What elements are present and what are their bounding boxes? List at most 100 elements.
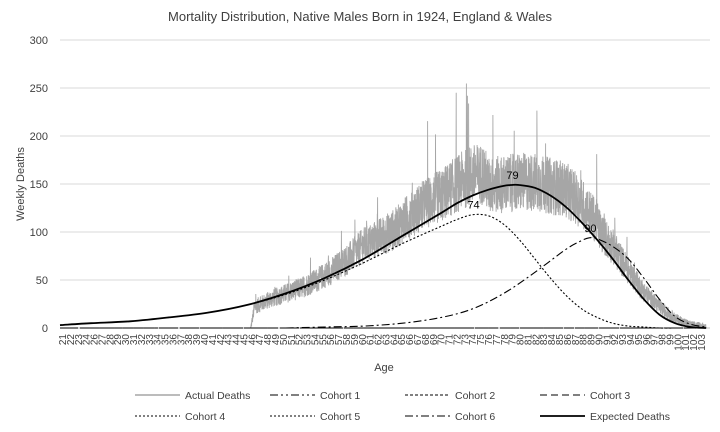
x-tick-label: 37 [176, 334, 187, 346]
x-tick-label: 97 [650, 334, 661, 346]
legend-label-cohort-4: Cohort 4 [185, 411, 225, 423]
x-tick-label: 61 [366, 334, 377, 346]
series-line-cohort-6 [285, 236, 707, 329]
x-tick-label: 98 [658, 334, 669, 346]
x-tick-label: 28 [105, 334, 116, 346]
x-tick-label: 72 [452, 334, 463, 346]
x-tick-label: 66 [405, 334, 416, 346]
x-tick-label: 70 [437, 334, 448, 346]
x-tick-label: 81 [523, 334, 534, 346]
x-tick-label: 80 [516, 334, 527, 346]
legend-label-expected-deaths: Expected Deaths [590, 411, 670, 423]
x-tick-label: 86 [563, 334, 574, 346]
chart-title: Mortality Distribution, Native Males Bor… [168, 9, 552, 24]
x-tick-label: 77 [492, 334, 503, 346]
x-tick-label: 30 [121, 334, 132, 346]
x-tick-label: 56 [326, 334, 337, 346]
x-tick-label: 24 [82, 334, 93, 346]
x-tick-label: 55 [318, 334, 329, 346]
y-tick-label: 300 [30, 35, 48, 47]
x-tick-label: 79 [508, 334, 519, 346]
x-tick-label: 83 [539, 334, 550, 346]
series-line-actual-deaths [250, 83, 707, 330]
y-axis-ticks: 0 50 100 150 200 250 300 [30, 35, 48, 335]
data-label: 79 [506, 170, 518, 182]
x-tick-label: 33 [145, 334, 156, 346]
x-tick-label: 96 [642, 334, 653, 346]
gridlines [60, 39, 710, 329]
x-tick-label: 100 [673, 334, 684, 351]
series-lines [59, 83, 707, 330]
x-tick-label: 103 [697, 334, 708, 351]
x-tick-label: 63 [381, 334, 392, 346]
x-tick-label: 84 [547, 334, 558, 346]
x-tick-label: 47 [255, 334, 266, 346]
y-tick-label: 150 [30, 179, 48, 191]
x-tick-label: 102 [689, 334, 700, 351]
legend-label-cohort-2: Cohort 2 [455, 390, 495, 402]
x-tick-label: 75 [476, 334, 487, 346]
x-tick-label: 71 [445, 334, 456, 346]
x-tick-label: 69 [429, 334, 440, 346]
x-tick-label: 35 [161, 334, 172, 346]
x-tick-label: 76 [484, 334, 495, 346]
x-tick-label: 65 [397, 334, 408, 346]
x-tick-label: 54 [310, 334, 321, 346]
legend-label-cohort-6: Cohort 6 [455, 411, 495, 423]
y-tick-label: 250 [30, 83, 48, 95]
x-tick-label: 78 [500, 334, 511, 346]
legend: Actual Deaths Cohort 1 Cohort 2 Cohort 3 Coh… [135, 390, 670, 423]
x-tick-label: 101 [681, 334, 692, 351]
x-tick-label: 92 [610, 334, 621, 346]
x-tick-label: 23 [74, 334, 85, 346]
x-tick-label: 93 [618, 334, 629, 346]
x-tick-label: 31 [129, 334, 140, 346]
x-tick-label: 32 [137, 334, 148, 346]
x-tick-label: 52 [295, 334, 306, 346]
y-tick-label: 0 [42, 323, 48, 335]
x-tick-label: 34 [153, 334, 164, 346]
x-tick-label: 64 [389, 334, 400, 346]
x-tick-label: 57 [334, 334, 345, 346]
x-tick-label: 62 [374, 334, 385, 346]
x-tick-label: 21 [58, 334, 69, 346]
y-tick-label: 50 [36, 275, 48, 287]
x-tick-label: 27 [97, 334, 108, 346]
x-tick-label: 50 [279, 334, 290, 346]
x-tick-label: 49 [271, 334, 282, 346]
x-axis-ticks: 2122232426272829303132333435363738394041… [58, 334, 708, 351]
data-labels: 74 79 90 [467, 170, 596, 235]
data-label: 74 [467, 200, 479, 212]
data-label: 90 [584, 223, 596, 235]
legend-label-cohort-1: Cohort 1 [320, 390, 360, 402]
x-axis-title: Age [374, 362, 394, 374]
x-tick-label: 87 [571, 334, 582, 346]
legend-label-cohort-3: Cohort 3 [590, 390, 630, 402]
x-tick-label: 39 [192, 334, 203, 346]
x-tick-label: 43 [224, 334, 235, 346]
x-tick-label: 46 [247, 334, 258, 346]
x-tick-label: 74 [468, 334, 479, 346]
x-tick-label: 41 [208, 334, 219, 346]
x-tick-label: 89 [587, 334, 598, 346]
legend-label-actual-deaths: Actual Deaths [185, 390, 250, 402]
x-tick-label: 36 [168, 334, 179, 346]
x-tick-label: 44 [232, 334, 243, 346]
x-tick-label: 42 [216, 334, 227, 346]
x-tick-label: 94 [626, 334, 637, 346]
x-tick-label: 22 [66, 334, 77, 346]
x-tick-label: 90 [594, 334, 605, 346]
legend-label-cohort-5: Cohort 5 [320, 411, 360, 423]
x-tick-label: 99 [665, 334, 676, 346]
x-tick-label: 91 [602, 334, 613, 346]
y-tick-label: 100 [30, 227, 48, 239]
x-tick-label: 73 [460, 334, 471, 346]
x-tick-label: 48 [263, 334, 274, 346]
x-tick-label: 68 [421, 334, 432, 346]
x-tick-label: 88 [579, 334, 590, 346]
x-tick-label: 58 [342, 334, 353, 346]
x-tick-label: 95 [634, 334, 645, 346]
x-tick-label: 60 [358, 334, 369, 346]
